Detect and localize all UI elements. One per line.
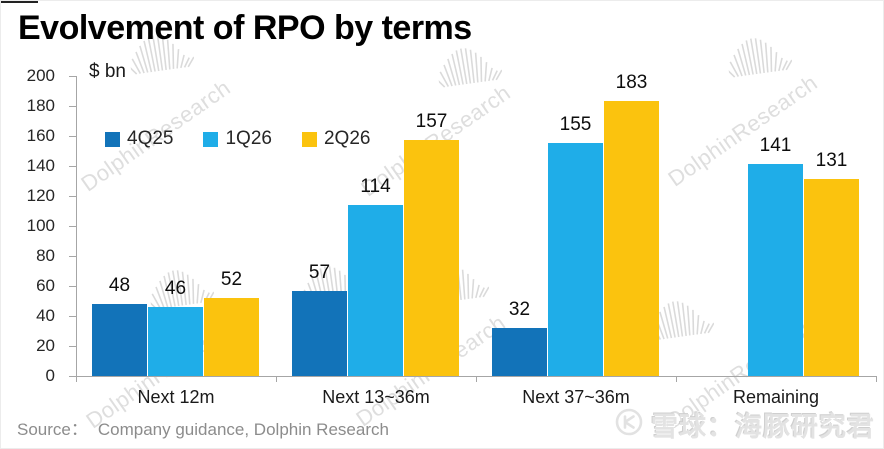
bar-value-label: 155	[559, 114, 592, 135]
bar-value-label: 48	[108, 275, 131, 296]
y-axis-tick-label: 120	[26, 186, 55, 205]
bar-value-label: 183	[615, 72, 648, 93]
x-axis-tick	[276, 376, 277, 382]
bar-1Q26-Remaining	[748, 164, 803, 376]
chart-legend: 4Q25 1Q26 2Q26	[105, 128, 370, 150]
bar-value-label: 32	[508, 299, 531, 320]
legend-item-2q26: 2Q26	[301, 128, 371, 150]
y-axis-line	[76, 76, 77, 377]
dolphin-barcode-watermark-icon	[724, 27, 794, 84]
y-axis-tick-label: 140	[26, 156, 55, 175]
bar-2Q26-Next 13~36m	[404, 140, 459, 376]
y-axis-tick-label: 200	[26, 66, 55, 85]
bar-1Q26-Next 12m	[148, 307, 203, 376]
bar-2Q26-Remaining	[804, 179, 859, 376]
bar-value-label: 52	[220, 269, 243, 290]
bar-2Q26-Next 12m	[204, 298, 259, 376]
chart-title: Evolvement of RPO by terms	[18, 9, 472, 47]
source-value: Company guidance, Dolphin Research	[97, 420, 389, 439]
bar-4Q25-Next 37~36m	[492, 328, 547, 376]
legend-item-1q26: 1Q26	[203, 128, 272, 150]
y-axis-tick	[69, 196, 76, 197]
legend-swatch-icon	[203, 131, 219, 147]
x-axis-tick	[876, 376, 877, 382]
bar-value-label: 46	[164, 278, 187, 299]
y-axis-unit-label: $ bn	[89, 61, 126, 82]
y-axis-tick-label: 40	[36, 306, 55, 325]
bar-1Q26-Next 37~36m	[548, 143, 603, 376]
y-axis-tick-label: 80	[36, 246, 55, 265]
source-label: Source：	[17, 420, 88, 439]
x-axis-tick	[76, 376, 77, 382]
x-category-label: Remaining	[732, 387, 820, 407]
x-axis-tick	[676, 376, 677, 382]
source-note: Source： Company guidance, Dolphin Researc…	[17, 415, 389, 440]
bar-4Q25-Next 12m	[92, 304, 147, 376]
x-category-label: Next 37~36m	[522, 387, 630, 407]
legend-label: 1Q26	[225, 128, 272, 149]
y-axis-tick-label: 0	[45, 366, 55, 385]
y-axis-tick	[69, 136, 76, 137]
bar-value-label: 141	[759, 135, 792, 156]
bar-1Q26-Next 13~36m	[348, 205, 403, 376]
xueqiu-watermark: 雪球：海豚研究君	[614, 405, 875, 444]
y-axis-tick	[69, 226, 76, 227]
legend-label: 2Q26	[323, 128, 371, 149]
x-axis-tick	[476, 376, 477, 382]
y-axis-tick-label: 100	[26, 216, 55, 235]
legend-label: 4Q25	[127, 128, 174, 149]
x-category-label: Next 13~36m	[322, 387, 430, 407]
legend-swatch-icon	[301, 131, 317, 147]
xueqiu-logo-icon	[614, 407, 644, 442]
bar-value-label: 131	[815, 150, 848, 171]
y-axis-tick	[69, 316, 76, 317]
y-axis-tick	[69, 76, 76, 77]
dolphin-barcode-watermark-icon	[434, 37, 504, 94]
y-axis-tick-label: 160	[26, 126, 55, 145]
bar-4Q25-Next 13~36m	[292, 291, 347, 376]
legend-item-4q25: 4Q25	[105, 128, 173, 150]
x-category-label: Next 12m	[137, 387, 215, 407]
y-axis-tick	[69, 166, 76, 167]
y-axis-tick	[69, 346, 76, 347]
y-axis-tick-label: 20	[36, 336, 55, 355]
y-axis-tick	[69, 256, 76, 257]
crop-artifact-line	[1, 1, 38, 3]
bar-value-label: 57	[308, 262, 331, 283]
legend-swatch-icon	[105, 131, 120, 147]
y-axis-tick-label: 180	[26, 96, 55, 115]
bar-value-label: 114	[360, 176, 391, 197]
xueqiu-watermark-text: 雪球：海豚研究君	[651, 412, 875, 442]
dolphin-barcode-watermark-icon	[126, 24, 196, 81]
bar-2Q26-Next 37~36m	[604, 101, 659, 376]
y-axis-tick-label: 60	[36, 276, 55, 295]
y-axis-tick	[69, 286, 76, 287]
y-axis-tick	[69, 376, 76, 377]
bar-value-label: 157	[415, 111, 448, 132]
y-axis-tick	[69, 106, 76, 107]
